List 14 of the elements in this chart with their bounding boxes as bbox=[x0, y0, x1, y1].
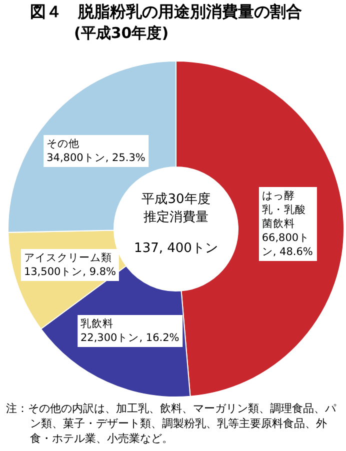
text: 推定消費量 bbox=[144, 210, 208, 225]
data-label: 34,800トン, 25.3% bbox=[46, 152, 146, 164]
slice-label: その他 bbox=[46, 138, 80, 150]
slice-label: 乳飲料 bbox=[80, 318, 114, 330]
data-label: 22,300トン, 16.2% bbox=[80, 332, 180, 344]
slice-label: はっ酵乳・乳酸菌飲料 bbox=[262, 190, 306, 230]
text: 注：その他の内訳は、加工乳、飲料、マーガリン類、調理食品、パン類、菓子・デザート類、調製粉乳、乳等主要原料食品、外食・ホテル業、小売業など。 bbox=[6, 401, 338, 446]
text: 137, 400トン bbox=[133, 240, 219, 257]
text: 平成30年度 bbox=[142, 192, 210, 207]
slice-label: アイスクリーム類 bbox=[24, 252, 112, 264]
data-label: 66,800トン, 48.6% bbox=[262, 232, 313, 258]
chart-title: 図４ 脱脂粉乳の用途別消費量の割合 bbox=[30, 2, 302, 23]
chart-subtitle: (平成30年度) bbox=[74, 24, 169, 43]
data-label: 13,500トン, 9.8% bbox=[24, 266, 116, 278]
